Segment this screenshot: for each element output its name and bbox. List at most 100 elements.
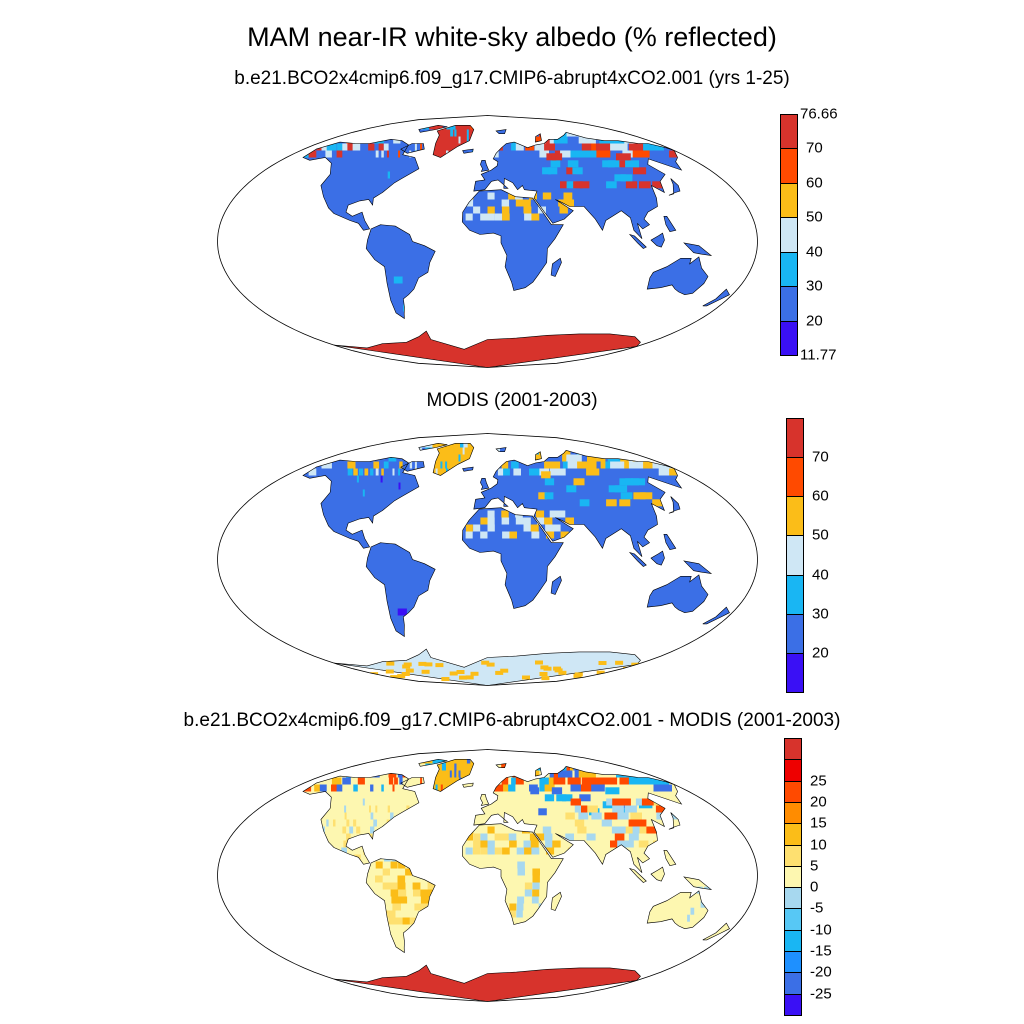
grid-cell [610,143,628,151]
grid-cell [522,443,539,448]
grid-cell [615,660,624,665]
grid-cell [580,150,594,158]
grid-cell [347,468,353,476]
grid-cell [487,510,495,518]
colorbar-segment [786,535,804,576]
coastline-australia [646,890,709,930]
grid-cell [653,840,663,848]
coastline-eurasia [473,765,683,873]
grid-cell [441,763,447,771]
grid-cell [545,840,554,848]
grid-cell [524,454,535,462]
grid-cell [350,770,364,778]
grid-cell [383,143,389,151]
land-iceland [462,783,474,788]
grid-cell [565,517,574,525]
grid-cell [421,770,426,778]
colorbar-segment [780,251,798,288]
map-globe [302,124,730,368]
grid-cell [321,461,332,469]
grid-cell [617,840,627,848]
grid-cell [391,896,400,904]
grid-cell [473,206,481,214]
grid-cell [337,143,347,151]
grid-cell [572,167,583,175]
grid-cell [375,150,379,158]
grid-cell [518,763,529,771]
coastline-africa [461,507,564,609]
colorbar-segment [780,148,798,184]
grid-cell [429,125,444,130]
grid-cell [578,770,596,778]
grid-cell [531,443,553,448]
grid-cell [632,826,644,834]
grid-cell [643,143,664,151]
grid-cell [537,517,546,525]
grid-cell [397,674,406,679]
coastline-novayaZemlya [535,133,542,143]
colorbar-segment [780,182,798,219]
grid-cell [526,443,546,448]
grid-cell [655,805,670,813]
grid-cell [545,129,563,137]
land-japan [668,178,680,196]
grid-cell [375,447,392,455]
colorbar-tick-label: 40 [806,243,823,261]
grid-cell [517,759,533,764]
grid-cell [346,833,351,841]
coastline-eurasia [473,131,683,239]
grid-cell [437,129,443,137]
grid-cell [418,661,427,666]
grid-cell [487,213,495,221]
map-panel-modis [217,433,758,686]
grid-cell [487,206,495,214]
grid-cell [511,461,519,469]
grid-cell [535,660,543,665]
grid-cell [601,819,612,827]
grid-cell [364,468,369,476]
coastline-newZealand [702,922,730,941]
grid-cell [542,192,552,200]
grid-cell [363,447,381,455]
panel-1-title: b.e21.BCO2x4cmip6.f09_g17.CMIP6-abrupt4x… [234,68,790,89]
grid-cell [516,910,523,918]
colorbar-tick-label: -20 [810,963,832,981]
grid-cell [375,805,378,813]
land-eurasia [473,450,682,557]
grid-cell [523,524,532,532]
coastline-japan [668,496,681,514]
grid-cell [641,798,656,806]
grid-cell [483,454,488,462]
grid-cell [359,129,378,137]
grid-cell [480,840,488,848]
grid-cell [381,468,384,476]
grid-cell [350,805,353,813]
grid-cell [546,531,555,539]
coastline-ellesmere [418,758,448,767]
grid-cell [333,819,336,827]
coastline-ellesmere [418,124,448,133]
grid-cell [516,903,524,911]
grid-cell [646,826,658,834]
grid-cell [350,840,356,848]
grid-cell [326,819,329,827]
grid-cell [490,129,496,137]
grid-cell [342,826,347,834]
colorbar-min-label: 11.77 [800,346,837,364]
colorbar-tick-label: 15 [810,814,827,832]
grid-cell [391,854,399,862]
map-panel-difference [217,749,758,1002]
land-uk [480,160,489,172]
grid-cell [492,759,498,764]
grid-cell [545,447,563,455]
grid-cell [463,461,467,469]
grid-cell [570,763,592,771]
grid-cell [701,914,704,922]
grid-cell [373,819,377,827]
grid-cell [577,826,587,834]
grid-cell [308,150,317,158]
grid-cell [529,443,550,448]
land-northAmerica [303,139,419,231]
land-baffin [400,461,425,472]
grid-cell [492,443,498,448]
